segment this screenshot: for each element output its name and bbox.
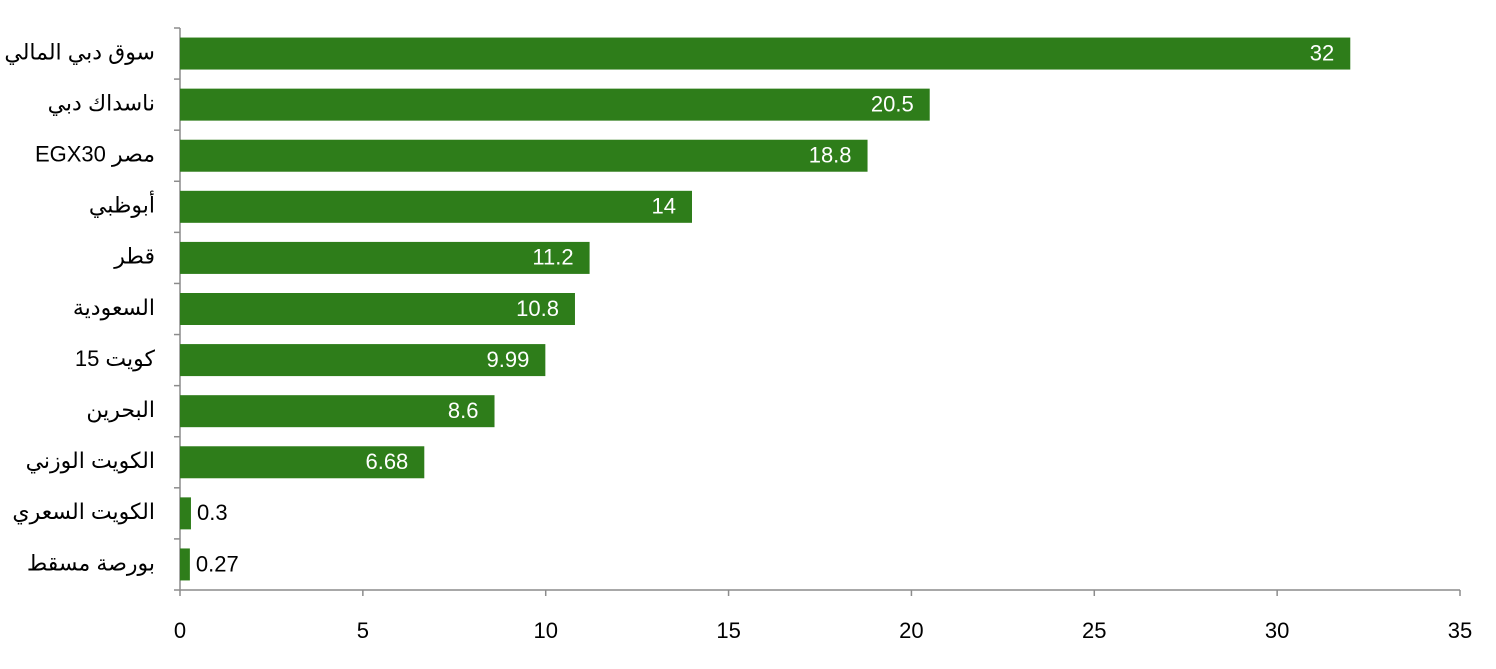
y-tick-label: قطر	[113, 244, 155, 269]
bar	[180, 88, 930, 121]
value-label: 0.3	[197, 500, 228, 525]
x-tick-label: 15	[716, 618, 740, 643]
y-tick-label: بورصة مسقط	[27, 550, 155, 575]
value-label: 8.6	[448, 398, 479, 423]
bar	[180, 293, 575, 325]
y-tick-label: كويت 15	[75, 346, 156, 371]
value-label: 11.2	[532, 245, 573, 270]
value-label: 14	[652, 194, 676, 219]
value-label: 32	[1310, 40, 1334, 65]
bar	[180, 241, 590, 274]
value-label: 6.68	[365, 449, 408, 474]
x-tick-label: 20	[899, 618, 923, 643]
x-tick-label: 0	[174, 618, 186, 643]
bar	[180, 344, 546, 377]
x-tick-label: 35	[1448, 618, 1472, 643]
bar	[180, 497, 191, 530]
x-tick-label: 25	[1082, 618, 1106, 643]
y-tick-label: البحرين	[86, 397, 155, 422]
value-label: 10.8	[516, 296, 559, 321]
y-tick-label: الكويت السعري	[12, 499, 155, 524]
value-label: 0.27	[196, 551, 239, 576]
x-tick-label: 10	[533, 618, 557, 643]
y-tick-label: ناسداك دبي	[48, 90, 155, 116]
bar	[180, 548, 190, 581]
y-tick-label: سوق دبي المالي	[4, 39, 155, 65]
bar	[180, 37, 1351, 70]
value-label: 20.5	[871, 91, 914, 116]
y-tick-label: مصر EGX30	[35, 142, 155, 167]
bar	[180, 446, 425, 479]
y-tick-label: أبوظبي	[89, 191, 155, 219]
bar	[180, 395, 495, 428]
value-label: 18.8	[809, 143, 852, 168]
value-label: 9.99	[487, 347, 530, 372]
y-tick-label: السعودية	[73, 295, 155, 320]
x-tick-label: 30	[1265, 618, 1289, 643]
bar	[180, 139, 868, 172]
bar	[180, 190, 692, 223]
y-tick-label: الكويت الوزني	[26, 448, 155, 474]
x-tick-label: 5	[357, 618, 369, 643]
